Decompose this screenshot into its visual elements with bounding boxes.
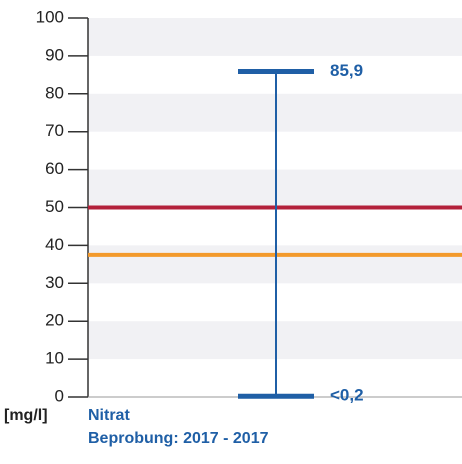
- y-tick-label: 90: [45, 45, 64, 64]
- y-tick-label: 20: [45, 311, 64, 330]
- y-tick-label: 30: [45, 273, 64, 292]
- subtitle: Beprobung: 2017 - 2017: [88, 430, 269, 447]
- y-axis-label: [mg/l]: [4, 407, 48, 424]
- y-tick-label: 10: [45, 349, 64, 368]
- y-tick-label: 100: [36, 7, 64, 26]
- y-tick-label: 80: [45, 83, 64, 102]
- legend-label: Nitrat: [88, 407, 130, 424]
- y-tick-label: 70: [45, 121, 64, 140]
- band: [88, 18, 462, 56]
- y-tick-label: 0: [55, 386, 64, 405]
- y-tick-label: 50: [45, 197, 64, 216]
- value-label: <0,2: [330, 386, 364, 405]
- y-tick-label: 60: [45, 159, 64, 178]
- value-label: 85,9: [330, 61, 363, 80]
- y-tick-label: 40: [45, 235, 64, 254]
